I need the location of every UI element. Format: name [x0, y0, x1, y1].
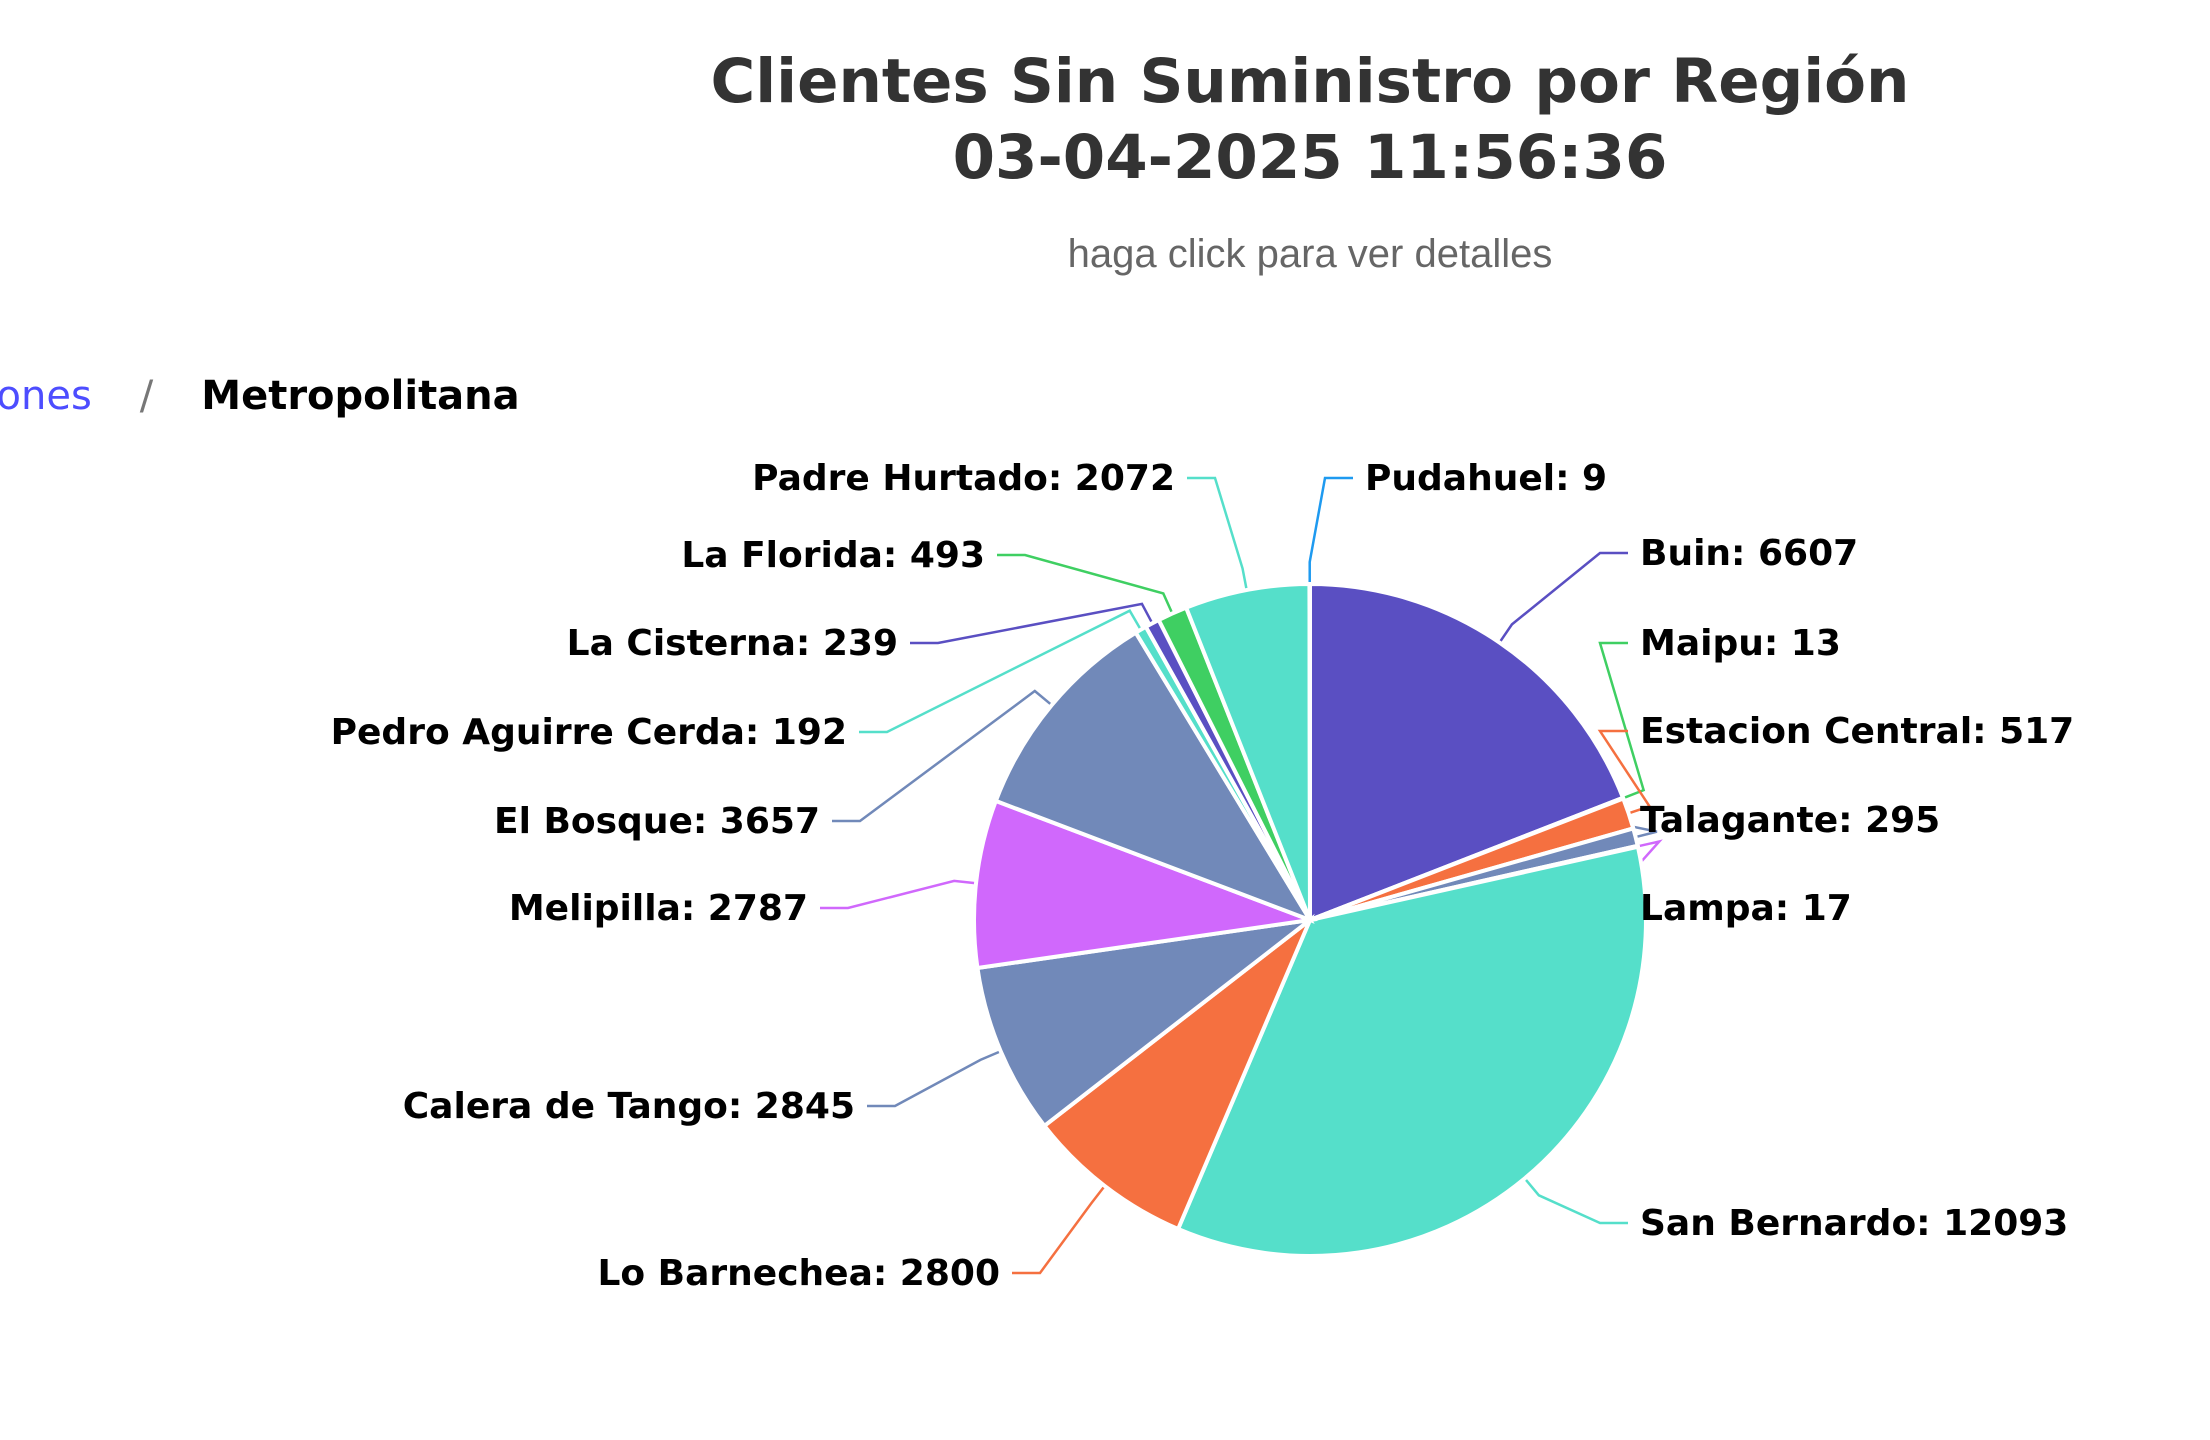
connector-pudahuel: [1308, 476, 1353, 585]
data-label-calera-de-tango: Calera de Tango: 2845: [403, 1086, 855, 1127]
breadcrumb-current: Metropolitana: [201, 373, 520, 419]
connector-melipilla: [820, 879, 977, 910]
connector-padre-hurtado: [1187, 476, 1248, 591]
data-label-maipu: Maipu: 13: [1640, 623, 1841, 664]
data-label-melipilla: Melipilla: 2787: [509, 888, 808, 929]
connector-pedro-aguirre-cerda: [859, 609, 1142, 734]
connector-el-bosque: [832, 689, 1053, 823]
connector-lo-barnechea: [1012, 1185, 1106, 1275]
pie-slice-calera-de-tango[interactable]: [975, 916, 1318, 1129]
breadcrumb-separator: /: [139, 373, 154, 419]
connector-maipu: [1598, 641, 1646, 800]
data-label-buin: Buin: 6607: [1640, 533, 1858, 574]
connector-la-florida: [997, 553, 1174, 615]
data-label-lampa: Lampa: 17: [1640, 888, 1852, 929]
data-label-san-bernardo: San Bernardo: 12093: [1640, 1203, 2068, 1244]
connector-san-bernardo: [1523, 1177, 1628, 1225]
pie-slice-pudahuel[interactable]: [1307, 581, 1312, 921]
breadcrumb-link-regiones[interactable]: giones: [0, 373, 92, 419]
pie-slice-el-bosque[interactable]: [993, 629, 1315, 924]
chart-title-line-2: 03-04-2025 11:56:36: [952, 122, 1668, 193]
pie-slice-melipilla[interactable]: [972, 798, 1318, 971]
data-label-padre-hurtado: Padre Hurtado: 2072: [752, 458, 1175, 499]
data-labels: Buin: 6607 Maipu: 13 Estacion Central: 517…: [331, 458, 2075, 1294]
breadcrumb: giones / Metropolitana: [0, 366, 520, 426]
data-label-el-bosque: El Bosque: 3657: [494, 801, 820, 842]
data-label-estacion-central: Estacion Central: 517: [1640, 711, 2074, 752]
connector-la-cisterna: [910, 602, 1154, 645]
chart-title: Clientes Sin Suministro por Región 03-04…: [0, 44, 2210, 196]
pie-slice-padre-hurtado[interactable]: [1183, 581, 1312, 921]
connector-lines: [820, 476, 1663, 1275]
data-label-la-florida: La Florida: 493: [681, 535, 985, 576]
pie-slice-buin[interactable]: [1308, 581, 1626, 923]
connector-calera-de-tango: [867, 1050, 1002, 1108]
pie-slices: [972, 581, 1648, 1258]
data-label-pedro-aguirre-cerda: Pedro Aguirre Cerda: 192: [331, 712, 847, 753]
chart-title-line-1: Clientes Sin Suministro por Región: [710, 46, 1910, 117]
chart-subtitle: haga click para ver detalles: [1067, 232, 1553, 276]
data-label-lo-barnechea: Lo Barnechea: 2800: [597, 1253, 1000, 1294]
data-label-la-cisterna: La Cisterna: 239: [567, 623, 898, 664]
pie-slice-lo-barnechea[interactable]: [1041, 913, 1315, 1232]
data-label-pudahuel: Pudahuel: 9: [1365, 458, 1607, 499]
data-label-talagante: Talagante: 295: [1640, 800, 1940, 841]
connector-buin: [1498, 551, 1628, 644]
pie-slice-san-bernardo[interactable]: [1175, 844, 1648, 1258]
connector-estacion-central: [1597, 729, 1652, 815]
